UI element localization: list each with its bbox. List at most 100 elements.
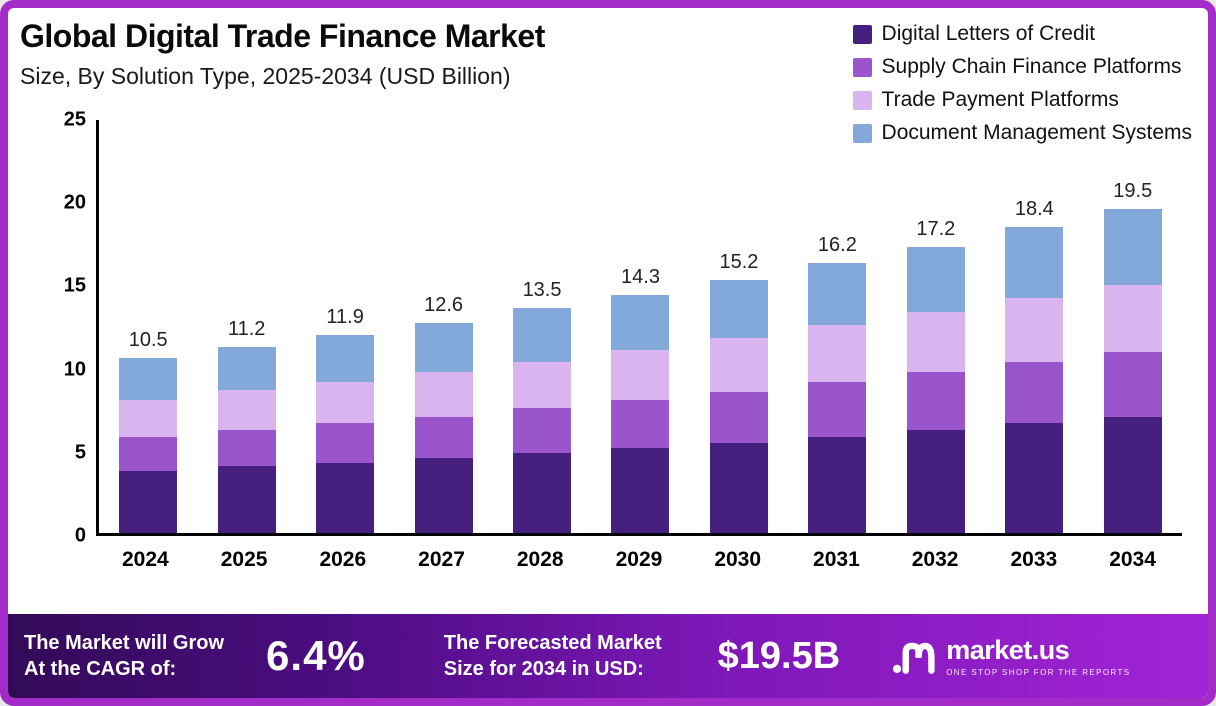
cagr-label: The Market will Grow At the CAGR of:	[24, 630, 224, 682]
bar-segment	[217, 346, 276, 390]
legend-item: Document Management Systems	[852, 121, 1192, 145]
stacked-bar	[1103, 208, 1162, 533]
bar-total-label: 13.5	[522, 279, 562, 302]
bar-segment	[316, 423, 375, 464]
page-title: Global Digital Trade Finance Market	[20, 18, 545, 54]
legend-item: Supply Chain Finance Platforms	[852, 55, 1192, 79]
bar-segment	[906, 429, 965, 533]
x-axis-label: 2026	[319, 548, 367, 571]
legend-marker	[852, 57, 872, 77]
bar-segment	[808, 436, 867, 533]
bar-segment	[414, 323, 473, 372]
bar-segment	[709, 338, 768, 392]
legend-item: Trade Payment Platforms	[852, 88, 1192, 112]
bar-segment	[513, 408, 572, 454]
bars: 10.5 11.2 11.9 12.6 13.5 14.3 15.2 16.2 17.2 18.4…	[99, 120, 1182, 533]
bar-segment	[1103, 351, 1162, 417]
bar-segment	[709, 280, 768, 339]
forecast-label: The Forecasted Market Size for 2034 in U…	[444, 630, 662, 682]
cagr-value: 6.4%	[266, 632, 366, 679]
bar-segment	[414, 416, 473, 459]
x-axis-label: 2030	[714, 548, 762, 571]
bar-group: 14.3	[592, 120, 688, 533]
bar-segment	[611, 349, 670, 400]
bar-group: 15.2	[691, 120, 787, 533]
logo-text: market.us	[946, 635, 1070, 665]
forecast-value: $19.5B	[717, 634, 841, 677]
legend-label: Digital Letters of Credit	[881, 22, 1096, 45]
stacked-bar	[316, 335, 375, 533]
bar-total-label: 18.4	[1014, 197, 1054, 220]
bar-group: 11.9	[297, 120, 393, 533]
bar-segment	[906, 371, 965, 430]
forecast-label-line2: Size for 2034 in USD:	[443, 658, 644, 680]
bar-segment	[217, 429, 276, 467]
bar-group: 11.2	[199, 120, 295, 533]
bar-segment	[316, 335, 375, 382]
bar-segment	[1103, 416, 1162, 533]
bar-total-label: 16.2	[817, 234, 857, 257]
forecast-label-line1: The Forecasted Market	[443, 632, 662, 654]
stacked-bar	[119, 358, 178, 533]
y-tick-label: 0	[74, 524, 86, 547]
stacked-bar	[906, 246, 965, 533]
bar-total-label: 19.5	[1113, 179, 1153, 202]
bar-segment	[1103, 208, 1162, 286]
x-axis-label: 2034	[1109, 548, 1156, 571]
bar-total-label: 15.2	[719, 251, 759, 274]
bar-group: 19.5	[1085, 120, 1181, 533]
bar-segment	[1005, 423, 1064, 533]
bar-segment	[611, 448, 670, 533]
bar-total-label: 17.2	[916, 217, 956, 240]
legend-label: Document Management Systems	[881, 121, 1192, 144]
x-axis-label: 2031	[813, 548, 860, 571]
legend-label: Trade Payment Platforms	[881, 88, 1119, 111]
y-tick-label: 25	[63, 108, 86, 131]
stacked-bar	[414, 323, 473, 533]
bar-segment	[217, 466, 276, 533]
cagr-label-line1: The Market will Grow	[24, 632, 225, 654]
stacked-bar	[1005, 226, 1064, 533]
bar-segment	[513, 361, 572, 409]
bar-segment	[906, 246, 965, 312]
bar-segment	[513, 308, 572, 362]
bar-segment	[316, 463, 375, 533]
y-tick-label: 10	[63, 358, 86, 381]
bar-segment	[709, 391, 768, 444]
bar-segment	[119, 471, 178, 533]
bar-segment	[611, 399, 670, 449]
y-axis: 0 5 10 15 20 25	[34, 109, 86, 547]
x-axis-label: 2028	[516, 548, 564, 571]
stacked-bar	[217, 346, 276, 533]
footer-banner: The Market will Grow At the CAGR of: 6.4…	[8, 614, 1208, 698]
bar-group: 17.2	[888, 120, 984, 533]
bar-group: 13.5	[494, 120, 590, 533]
stacked-bar	[513, 308, 572, 533]
bar-group: 16.2	[789, 120, 885, 533]
x-axis-label: 2029	[615, 548, 663, 571]
x-axis-label: 2032	[911, 548, 959, 571]
stacked-bar	[611, 295, 670, 533]
bar-segment	[513, 453, 572, 533]
plot-area: 10.5 11.2 11.9 12.6 13.5 14.3 15.2 16.2 17.2 18.4…	[96, 120, 1182, 536]
bar-segment	[808, 263, 867, 326]
bar-segment	[414, 458, 473, 533]
market-us-logo: market.us ONE STOP SHOP FOR THE REPORTS	[892, 635, 1130, 677]
bar-total-label: 11.2	[227, 317, 266, 340]
bar-segment	[709, 443, 768, 533]
y-tick-label: 5	[74, 441, 86, 464]
bar-segment	[808, 381, 867, 437]
y-tick-label: 20	[63, 191, 86, 214]
bar-total-label: 10.5	[128, 329, 168, 352]
bar-segment	[217, 389, 276, 430]
bar-segment	[808, 325, 867, 382]
bar-segment	[1103, 285, 1162, 352]
legend-marker	[852, 24, 872, 44]
legend-label: Supply Chain Finance Platforms	[881, 55, 1182, 78]
bar-segment	[611, 295, 670, 350]
bar-total-label: 12.6	[424, 294, 464, 317]
stacked-bar	[709, 280, 768, 533]
bar-total-label: 11.9	[326, 306, 364, 329]
bar-segment	[316, 381, 375, 424]
